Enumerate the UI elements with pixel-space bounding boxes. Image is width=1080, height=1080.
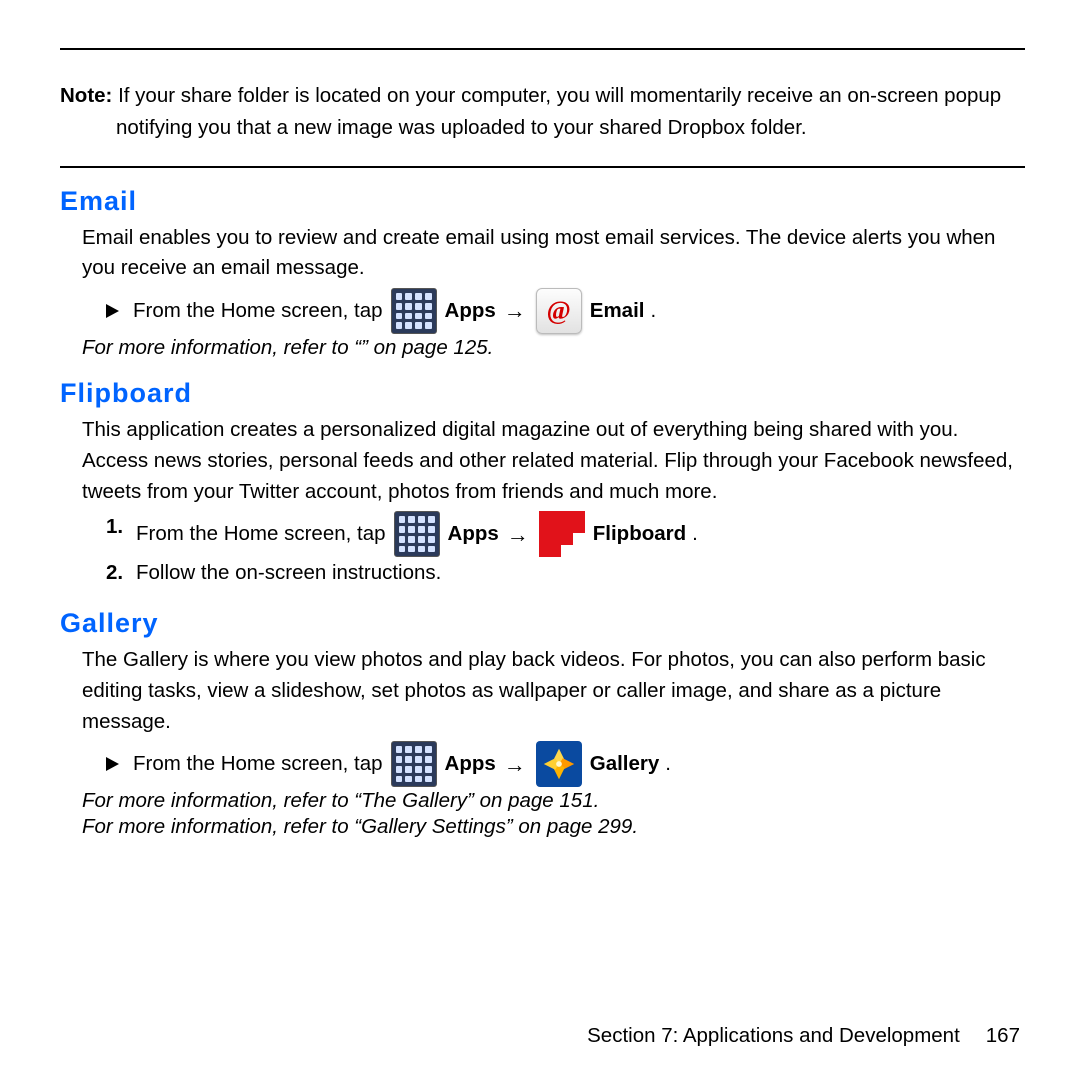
note-block: Note: If your share folder is located on… — [60, 80, 1025, 144]
arrow-icon: → — [502, 747, 528, 782]
flipboard-step2-text: Follow the on-screen instructions. — [136, 557, 441, 590]
email-period: . — [650, 295, 656, 328]
gallery-step-text: From the Home screen, tap — [133, 748, 383, 781]
manual-page: Note: If your share folder is located on… — [0, 0, 1080, 1080]
apps-grid-icon — [391, 741, 437, 787]
triangle-bullet-icon — [106, 304, 119, 318]
top-rule — [60, 48, 1025, 50]
heading-flipboard: Flipboard — [60, 378, 1025, 409]
triangle-bullet-icon — [106, 757, 119, 771]
gallery-reference-2: For more information, refer to “Gallery … — [82, 815, 1025, 839]
arrow-icon: → — [502, 293, 528, 328]
flipboard-step-1: 1. From the Home screen, tap Apps → Flip… — [106, 511, 1025, 557]
apps-grid-icon — [391, 288, 437, 334]
flipboard-step1-text: From the Home screen, tap — [136, 518, 386, 551]
note-text: If your share folder is located on your … — [116, 84, 1001, 139]
apps-label: Apps — [448, 518, 499, 551]
flipboard-app-icon — [539, 511, 585, 557]
email-step-text: From the Home screen, tap — [133, 295, 383, 328]
gallery-step: From the Home screen, tap Apps → Gallery… — [106, 741, 1025, 787]
gallery-app-icon — [536, 741, 582, 787]
footer-section-label: Section 7: Applications and Development — [587, 1024, 960, 1048]
email-reference: For more information, refer to “” on pag… — [82, 336, 1025, 360]
email-target-label: Email — [590, 295, 645, 328]
email-app-icon: @ — [536, 288, 582, 334]
step-number: 1. — [106, 511, 130, 544]
flipboard-period: . — [692, 518, 698, 551]
gallery-reference-1: For more information, refer to “The Gall… — [82, 789, 1025, 813]
gallery-period: . — [665, 748, 671, 781]
heading-email: Email — [60, 186, 1025, 217]
apps-label: Apps — [445, 295, 496, 328]
heading-gallery: Gallery — [60, 608, 1025, 639]
page-footer: Section 7: Applications and Development … — [587, 1024, 1020, 1048]
flipboard-paragraph: This application creates a personalized … — [82, 415, 1025, 507]
flipboard-target-label: Flipboard — [593, 518, 686, 551]
gallery-paragraph: The Gallery is where you view photos and… — [82, 645, 1025, 737]
email-step: From the Home screen, tap Apps → @ Email… — [106, 288, 1025, 334]
footer-page-number: 167 — [986, 1024, 1020, 1048]
email-paragraph: Email enables you to review and create e… — [82, 223, 1025, 285]
gallery-target-label: Gallery — [590, 748, 660, 781]
note-bottom-rule — [60, 166, 1025, 168]
flipboard-step-2: 2. Follow the on-screen instructions. — [106, 557, 1025, 590]
apps-grid-icon — [394, 511, 440, 557]
apps-label: Apps — [445, 748, 496, 781]
note-label: Note: — [60, 84, 112, 107]
step-number: 2. — [106, 557, 130, 590]
arrow-icon: → — [505, 517, 531, 552]
